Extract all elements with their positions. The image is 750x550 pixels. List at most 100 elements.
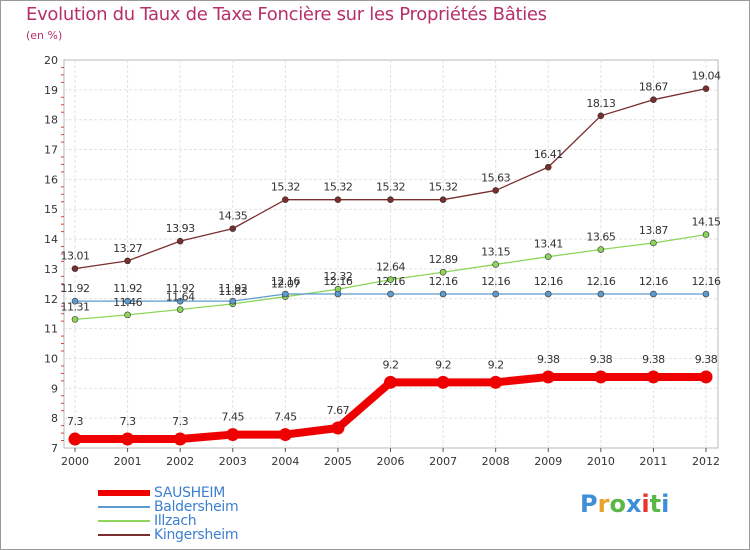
data-label-sausheim: 7.45	[222, 411, 245, 424]
data-label-illzach: 12.64	[376, 261, 405, 274]
data-label-kingersheim: 15.32	[429, 181, 458, 194]
data-point-kingersheim	[282, 196, 289, 203]
data-point-sausheim	[646, 370, 660, 384]
data-point-baldersheim	[702, 290, 710, 298]
data-point-kingersheim	[439, 196, 447, 203]
y-tick-label: 14	[44, 233, 58, 246]
data-point-kingersheim	[702, 85, 710, 92]
data-point-sausheim	[436, 375, 450, 389]
x-tick-label: 2003	[219, 455, 247, 468]
legend-label: SAUSHEIM	[154, 485, 226, 501]
y-tick-label: 18	[44, 114, 58, 127]
y-tick-label: 13	[44, 263, 58, 276]
logo-letter: r	[597, 490, 610, 518]
data-point-kingersheim	[650, 96, 657, 103]
data-label-kingersheim: 18.13	[586, 97, 615, 110]
data-label-baldersheim: 12.16	[639, 275, 668, 288]
data-label-baldersheim: 12.16	[534, 275, 563, 288]
data-label-sausheim: 9.38	[642, 353, 665, 366]
x-tick-label: 2006	[377, 455, 405, 468]
x-tick-label: 2002	[166, 455, 194, 468]
data-point-sausheim	[489, 375, 503, 389]
y-tick-label: 12	[44, 293, 58, 306]
data-point-sausheim	[541, 370, 555, 384]
legend-label: Illzach	[154, 513, 197, 529]
x-tick-label: 2000	[61, 455, 89, 468]
data-label-illzach: 12.89	[429, 253, 458, 266]
data-label-kingersheim: 16.41	[534, 148, 563, 161]
data-label-kingersheim: 14.35	[218, 210, 247, 223]
logo-letter: P	[580, 490, 598, 518]
chart-unit: (en %)	[26, 29, 63, 42]
data-label-baldersheim: 12.16	[376, 275, 405, 288]
data-label-illzach: 13.65	[586, 231, 615, 244]
y-tick-label: 7	[51, 442, 58, 455]
data-label-kingersheim: 13.01	[61, 250, 90, 263]
x-tick-label: 2007	[429, 455, 457, 468]
data-point-baldersheim	[124, 297, 131, 305]
x-tick-label: 2012	[692, 455, 720, 468]
data-label-sausheim: 9.38	[537, 353, 560, 366]
data-point-kingersheim	[334, 196, 342, 203]
chart-title: Evolution du Taux de Taxe Foncière sur l…	[26, 4, 547, 25]
data-point-illzach	[650, 239, 657, 247]
data-label-baldersheim: 11.92	[166, 282, 195, 295]
data-label-baldersheim: 12.16	[271, 275, 300, 288]
y-tick-label: 20	[44, 54, 58, 67]
data-point-illzach	[439, 268, 447, 276]
x-tick-label: 2005	[324, 455, 352, 468]
data-label-sausheim: 9.38	[695, 353, 718, 366]
x-tick-label: 2010	[587, 455, 615, 468]
y-tick-label: 10	[44, 352, 58, 365]
data-point-kingersheim	[387, 196, 394, 203]
data-point-baldersheim	[334, 290, 342, 298]
data-label-kingersheim: 13.93	[166, 222, 195, 235]
data-label-illzach: 11.31	[61, 300, 90, 313]
x-tick-label: 2001	[114, 455, 142, 468]
data-point-sausheim	[121, 432, 135, 446]
data-point-sausheim	[226, 428, 240, 442]
data-point-baldersheim	[282, 290, 289, 298]
logo-letter: t	[649, 490, 662, 518]
data-label-illzach: 13.15	[481, 245, 510, 258]
data-point-sausheim	[331, 421, 345, 435]
data-point-sausheim	[278, 428, 292, 442]
data-label-illzach: 13.87	[639, 224, 668, 237]
data-point-baldersheim	[439, 290, 447, 298]
data-point-illzach	[597, 246, 605, 253]
data-label-sausheim: 7.3	[67, 415, 83, 428]
data-point-kingersheim	[492, 187, 499, 194]
data-label-baldersheim: 11.92	[218, 282, 247, 295]
data-point-sausheim	[68, 432, 82, 446]
data-label-baldersheim: 12.16	[692, 275, 721, 288]
y-tick-label: 11	[44, 323, 58, 336]
data-label-kingersheim: 15.32	[376, 181, 405, 194]
data-point-kingersheim	[229, 225, 237, 232]
data-label-illzach: 14.15	[692, 216, 721, 229]
legend-item-sausheim: SAUSHEIM	[98, 486, 238, 500]
data-point-kingersheim	[71, 265, 79, 272]
logo-letter: o	[609, 490, 626, 518]
data-label-kingersheim: 18.67	[639, 81, 668, 94]
data-label-baldersheim: 12.16	[481, 275, 510, 288]
legend-swatch	[98, 520, 150, 522]
data-label-sausheim: 7.3	[172, 415, 188, 428]
data-label-kingersheim: 19.04	[692, 70, 721, 83]
data-point-kingersheim	[124, 257, 131, 265]
data-point-kingersheim	[176, 237, 184, 245]
data-label-sausheim: 9.2	[435, 358, 451, 371]
logo-letter: i	[641, 490, 650, 518]
data-label-baldersheim: 12.16	[429, 275, 458, 288]
x-tick-label: 2008	[482, 455, 510, 468]
legend-swatch	[98, 506, 150, 508]
y-tick-label: 19	[44, 84, 58, 97]
legend-label: Kingersheim	[154, 527, 239, 543]
data-label-illzach: 12.07	[271, 278, 300, 291]
x-tick-label: 2004	[271, 455, 299, 468]
data-label-sausheim: 9.2	[383, 358, 399, 371]
plot-area	[63, 59, 719, 449]
data-label-sausheim: 7.3	[120, 415, 136, 428]
chart-legend: SAUSHEIM Baldersheim Illzach Kingersheim	[98, 486, 239, 543]
data-label-illzach: 13.41	[534, 238, 563, 251]
data-label-kingersheim: 13.27	[113, 242, 142, 255]
